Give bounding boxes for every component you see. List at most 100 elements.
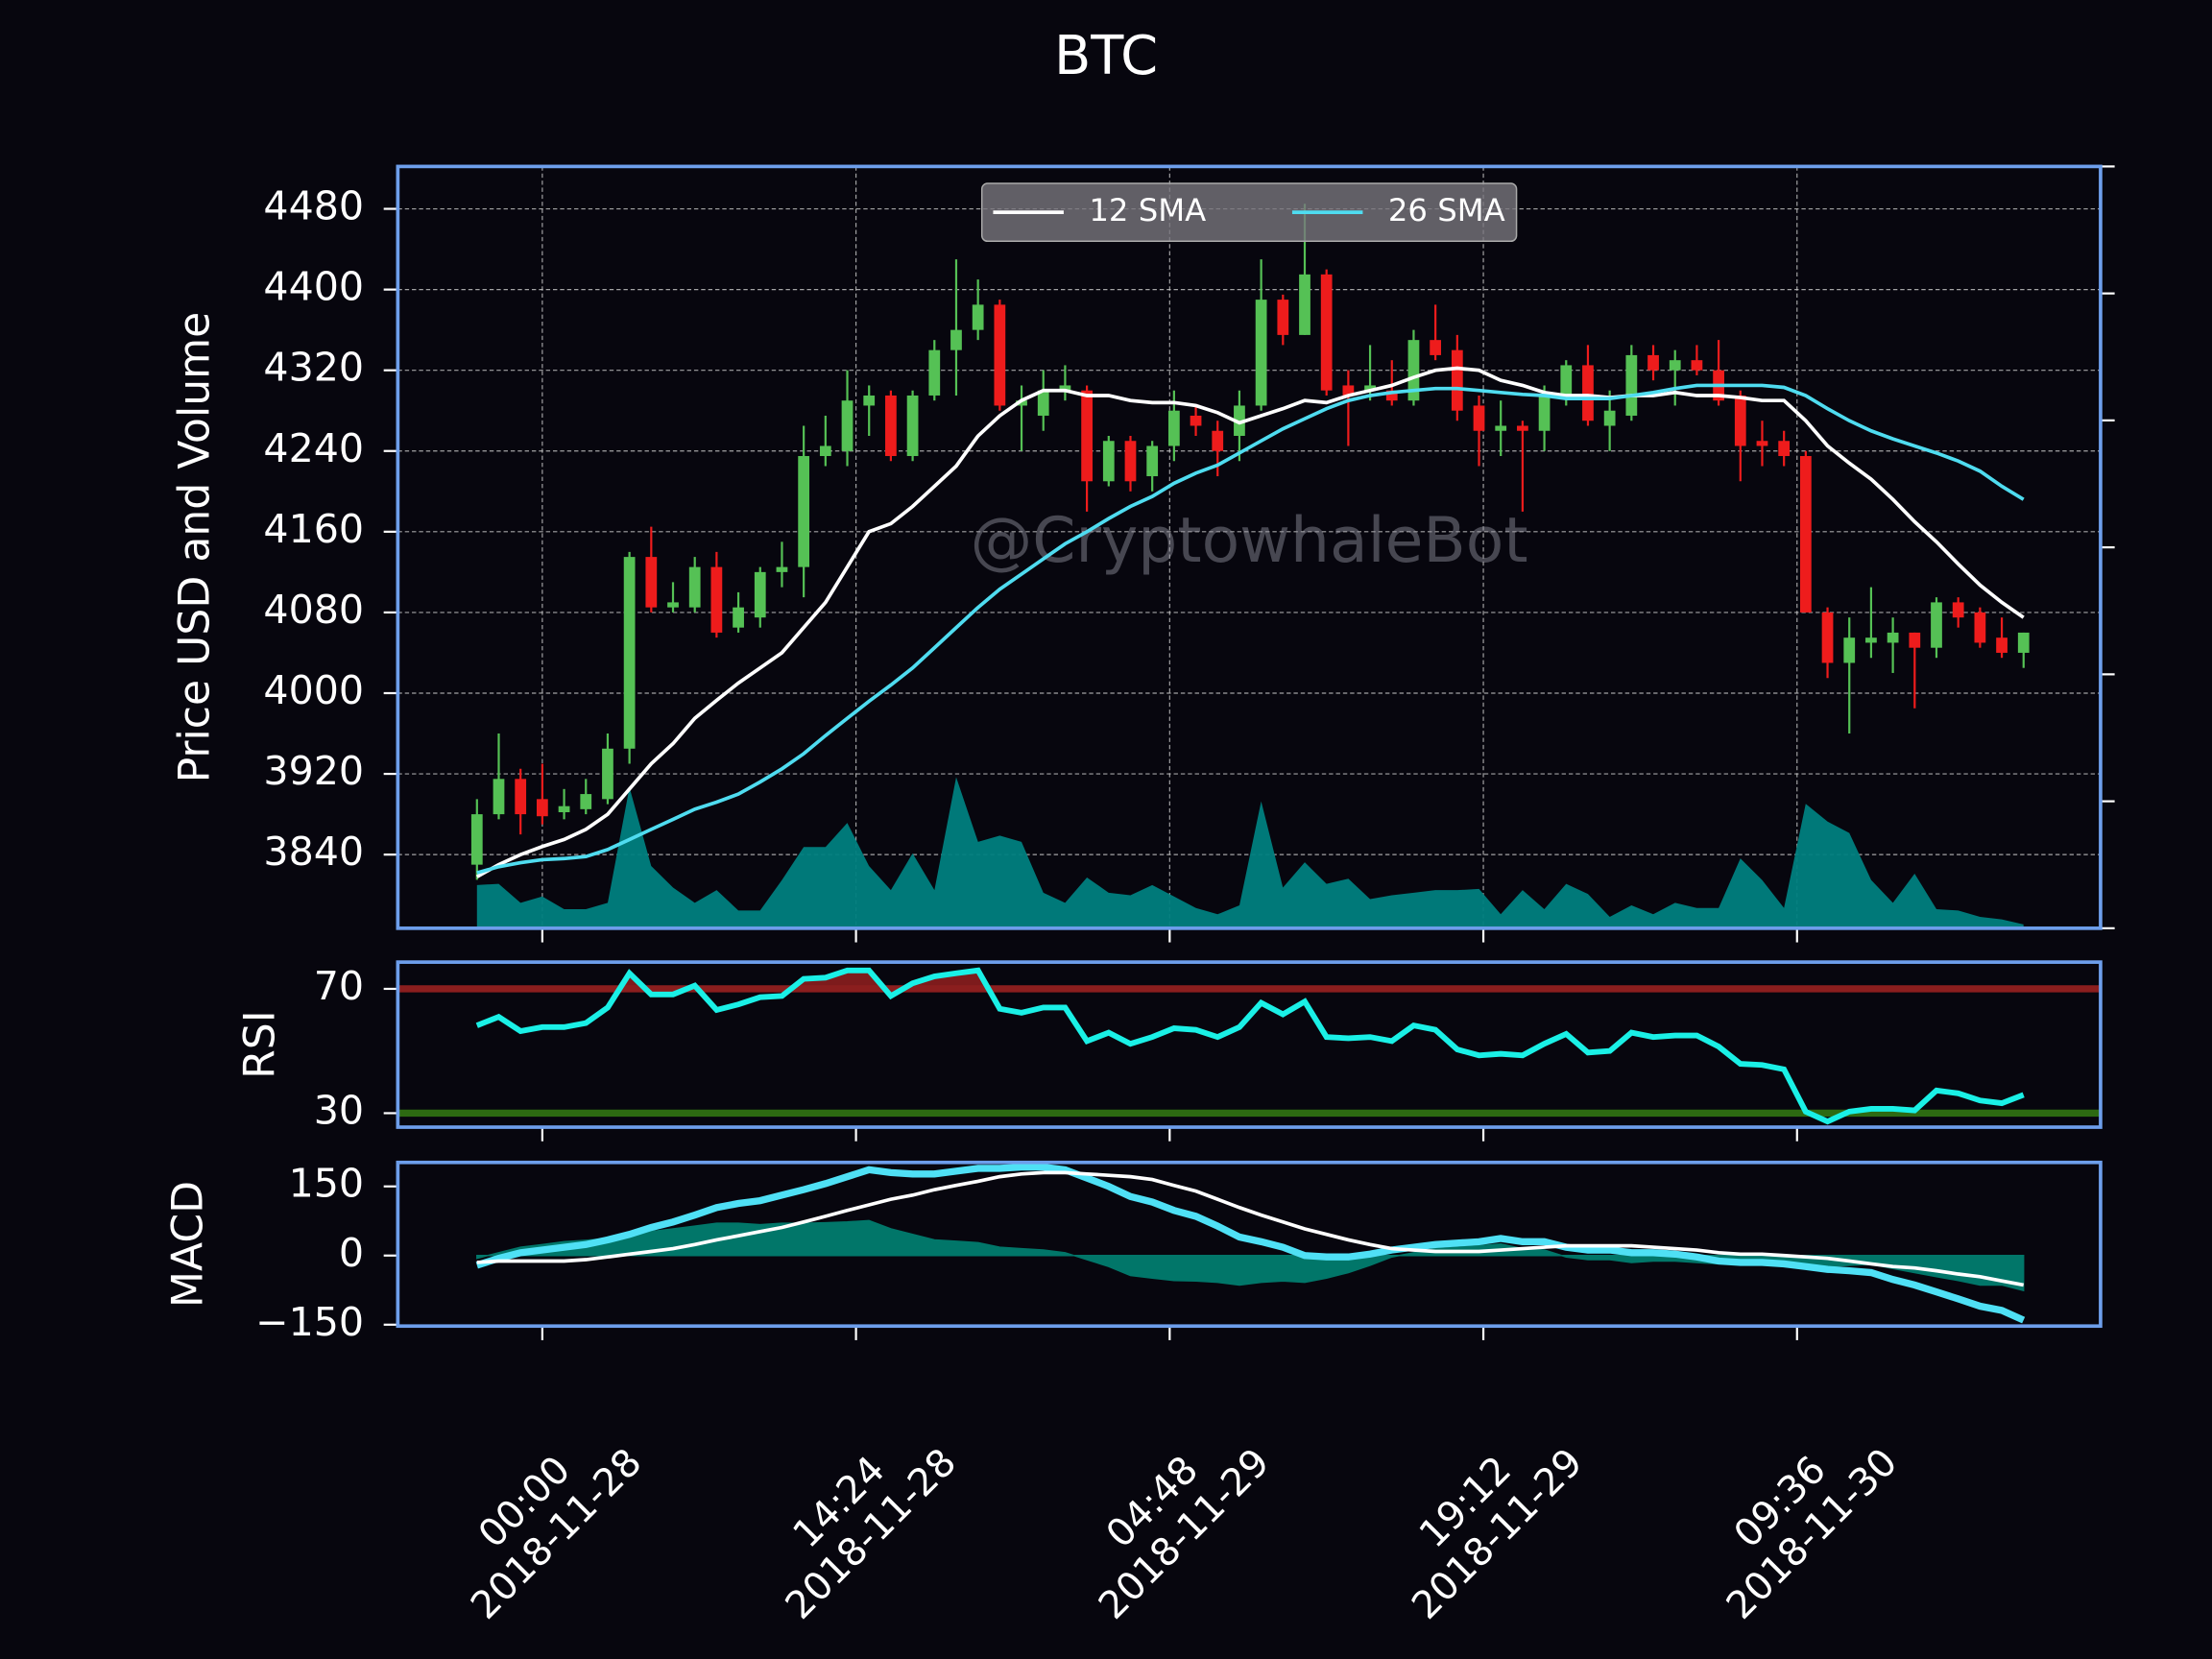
candle-body <box>1865 637 1877 643</box>
candle-body <box>558 805 570 812</box>
candle-body <box>776 566 788 572</box>
candle-body <box>1430 340 1442 355</box>
candle-body <box>950 329 962 350</box>
candle-body <box>515 779 527 815</box>
candle-body <box>1190 415 1202 426</box>
candle-body <box>1974 612 1986 643</box>
candle-body <box>623 557 636 749</box>
candle-body <box>1603 410 1616 426</box>
candle-body <box>1473 405 1485 431</box>
candle-body <box>754 571 766 618</box>
candle-body <box>972 304 984 330</box>
y-tick-label: 4000 <box>263 667 364 713</box>
candle-body <box>1385 390 1398 401</box>
candle-body <box>1843 637 1856 663</box>
y-tick-label: 70 <box>314 963 364 1009</box>
candle-body <box>1560 365 1573 396</box>
candle-body <box>1517 425 1528 431</box>
candle-body <box>1255 300 1267 406</box>
candle-body <box>733 607 744 628</box>
y-tick-label: 150 <box>289 1161 365 1207</box>
y-axis-label: RSI <box>235 1010 284 1079</box>
y-tick-label: 30 <box>314 1087 364 1133</box>
rsi-line <box>475 967 2025 1125</box>
candle-body <box>1495 425 1507 431</box>
candle-body <box>1756 441 1768 446</box>
candle-body <box>1625 354 1638 416</box>
candle-body <box>580 794 592 809</box>
y-tick-label: 3920 <box>263 748 364 794</box>
candle-body <box>1582 365 1594 421</box>
volume-area <box>476 777 2024 928</box>
macd-line <box>475 1163 2026 1324</box>
candle-body <box>1124 441 1137 482</box>
panel-frame <box>396 164 2103 930</box>
candle-body <box>1821 612 1834 663</box>
candle-body <box>667 602 679 608</box>
candle-body <box>798 456 810 567</box>
candle-body <box>2017 632 2030 653</box>
signal-line <box>476 1170 2025 1287</box>
y-tick-label: 3840 <box>263 829 364 875</box>
candle-body <box>1016 400 1027 406</box>
candle-body <box>1059 385 1071 391</box>
y-tick-label: 4160 <box>263 506 364 552</box>
candle-body <box>493 779 505 815</box>
candle-body <box>1342 385 1355 396</box>
candle-body <box>1691 360 1703 371</box>
candle-body <box>1234 405 1245 436</box>
chart-title: BTC <box>1054 25 1158 87</box>
candle-body <box>1081 390 1093 482</box>
candle-body <box>994 304 1006 406</box>
watermark: @CryptowhaleBot <box>971 505 1528 577</box>
candle-body <box>906 395 919 457</box>
candle-body <box>1364 385 1376 391</box>
legend-label: 26 SMA <box>1388 192 1505 228</box>
candle-body <box>1451 349 1463 411</box>
candle-body <box>1799 456 1812 613</box>
candle-body <box>1909 632 1921 648</box>
y-tick-label: −150 <box>255 1299 364 1345</box>
legend-box <box>980 182 1518 243</box>
candle-body <box>536 799 548 817</box>
candle-body <box>819 445 831 457</box>
candle-body <box>1996 637 2008 653</box>
candle-body <box>1952 602 1964 618</box>
sma-line <box>475 366 2025 878</box>
candle-body <box>1669 360 1681 371</box>
candle-body <box>1320 274 1333 391</box>
candle-body <box>688 566 701 608</box>
y-tick-label: 0 <box>339 1230 364 1276</box>
candle-body <box>1146 445 1159 477</box>
y-tick-label: 4480 <box>263 183 364 229</box>
y-tick-label: 4320 <box>263 345 364 391</box>
candle-body <box>1931 602 1942 648</box>
candle-body <box>1212 430 1224 451</box>
candle-body <box>863 395 876 406</box>
legend-label: 12 SMA <box>1089 192 1206 228</box>
candle-body <box>1299 274 1310 335</box>
sma-line <box>476 383 2025 875</box>
panel-frame <box>396 1160 2103 1329</box>
candle-body <box>1647 354 1659 371</box>
candle-body <box>1277 300 1289 335</box>
candle-body <box>885 395 897 457</box>
candle-body <box>1734 395 1746 446</box>
panel-frame <box>396 960 2103 1129</box>
y-tick-label: 4240 <box>263 425 364 471</box>
candle-body <box>645 557 658 608</box>
y-axis-label: Price USD and Volume <box>171 312 220 783</box>
candle-body <box>470 814 483 865</box>
candle-body <box>1407 340 1420 401</box>
candle-body <box>1102 441 1115 482</box>
candle-body <box>602 748 613 800</box>
candle-body <box>841 400 854 451</box>
candle-body <box>1778 441 1791 457</box>
rsi-overbought-fill <box>476 970 2024 989</box>
candle-body <box>710 566 723 633</box>
candle-body <box>928 349 941 396</box>
y-axis-label: MACD <box>163 1181 212 1308</box>
candle-body <box>1538 395 1551 431</box>
